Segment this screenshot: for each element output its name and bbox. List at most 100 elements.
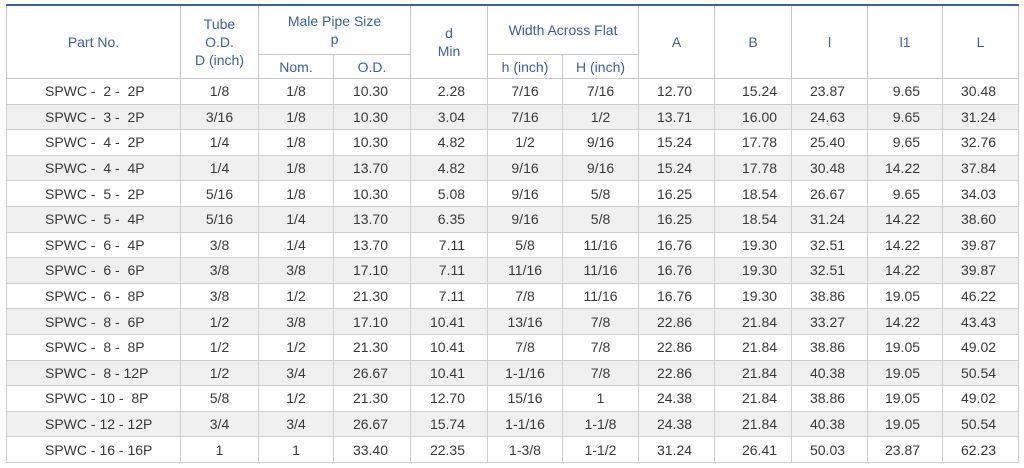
cell-H-inch: 1-1/8 (562, 410, 640, 438)
cell-l1: 9.65 (867, 180, 944, 207)
cell-tube-od: 1 (180, 436, 259, 463)
cell-H-inch: 11/16 (562, 231, 640, 259)
cell-nom: 1/2 (258, 282, 334, 310)
cell-h-inch: 7/8 (487, 333, 564, 361)
cell-nom: 3/4 (258, 410, 334, 438)
cell-od: 26.67 (332, 410, 412, 438)
cell-l1: 19.05 (867, 282, 944, 310)
cell-tube-od: 1/2 (180, 308, 259, 335)
cell-od: 17.10 (332, 257, 412, 284)
cell-a: 31.24 (638, 436, 716, 463)
cell-l: 31.24 (791, 205, 869, 233)
table-row: SPWC - 8 - 6P 1/2 3/8 17.10 10.41 13/16 7/8 22.… (6, 308, 1020, 335)
cell-H-inch: 7/8 (562, 359, 640, 387)
header-tube-od-line1: Tube (203, 16, 236, 32)
cell-H-inch: 11/16 (562, 282, 640, 310)
cell-H-inch: 1 (562, 385, 640, 412)
cell-L: 49.02 (942, 333, 1020, 361)
cell-h-inch: 11/16 (487, 257, 564, 284)
table-row: SPWC - 3 - 2P 3/16 1/8 10.30 3.04 7/16 1/2 13.7… (6, 103, 1020, 131)
cell-tube-od: 3/8 (180, 257, 259, 284)
cell-h-inch: 9/16 (487, 154, 564, 182)
cell-d-min: 3.04 (410, 103, 489, 131)
cell-nom: 1 (258, 436, 334, 463)
cell-b: 21.84 (714, 385, 793, 412)
cell-l1: 14.22 (867, 231, 944, 259)
header-b: B (714, 4, 793, 79)
cell-nom: 1/8 (258, 154, 334, 182)
cell-h-inch: 1-3/8 (487, 436, 564, 463)
cell-part-no: SPWC - 16 - 16P (6, 436, 181, 463)
header-h-inch: h (inch) (487, 54, 564, 79)
cell-tube-od: 3/4 (180, 410, 259, 438)
cell-l1: 23.87 (867, 436, 944, 463)
cell-L: 50.54 (942, 410, 1020, 438)
cell-a: 15.24 (638, 154, 716, 182)
cell-H-inch: 7/8 (562, 308, 640, 335)
cell-b: 21.84 (714, 308, 793, 335)
header-male-pipe-line2: p (330, 31, 339, 47)
cell-b: 19.30 (714, 231, 793, 259)
cell-H-inch: 9/16 (562, 154, 640, 182)
cell-h-inch: 7/8 (487, 282, 564, 310)
header-a: A (638, 4, 716, 79)
table-row: SPWC - 12 - 12P 3/4 3/4 26.67 15.74 1-1/16 1-1… (6, 410, 1020, 438)
cell-h-inch: 13/16 (487, 308, 564, 335)
cell-l: 30.48 (791, 154, 869, 182)
cell-l: 40.38 (791, 359, 869, 387)
cell-part-no: SPWC - 6 - 6P (6, 257, 181, 284)
cell-part-no: SPWC - 4 - 4P (6, 154, 181, 182)
cell-l: 23.87 (791, 78, 869, 105)
cell-d-min: 4.82 (410, 129, 489, 156)
table-row: SPWC - 6 - 6P 3/8 3/8 17.10 7.11 11/16 11/16 16… (6, 257, 1020, 284)
cell-part-no: SPWC - 8 - 12P (6, 359, 181, 387)
cell-nom: 1/8 (258, 129, 334, 156)
header-tube-od-line3: D (inch) (194, 52, 244, 68)
cell-l: 33.27 (791, 308, 869, 335)
cell-nom: 1/8 (258, 103, 334, 131)
cell-od: 33.40 (332, 436, 412, 463)
cell-d-min: 5.08 (410, 180, 489, 207)
cell-d-min: 12.70 (410, 385, 489, 412)
spec-table: Part No. Tube O.D. D (inch) Male Pipe Si… (6, 4, 1020, 463)
cell-b: 21.84 (714, 333, 793, 361)
cell-b: 19.30 (714, 282, 793, 310)
cell-l: 38.86 (791, 282, 869, 310)
cell-l1: 14.22 (867, 205, 944, 233)
cell-a: 22.86 (638, 333, 716, 361)
cell-l1: 9.65 (867, 78, 944, 105)
cell-a: 22.86 (638, 308, 716, 335)
cell-d-min: 2.28 (410, 78, 489, 105)
cell-L: 46.22 (942, 282, 1020, 310)
cell-nom: 3/8 (258, 257, 334, 284)
cell-l1: 19.05 (867, 333, 944, 361)
table-row: SPWC - 4 - 2P 1/4 1/8 10.30 4.82 1/2 9/16 15.24… (6, 129, 1020, 156)
cell-od: 10.30 (332, 129, 412, 156)
cell-a: 24.38 (638, 385, 716, 412)
cell-a: 16.76 (638, 257, 716, 284)
header-L: L (942, 4, 1020, 79)
header-nom: Nom. (258, 54, 334, 79)
cell-l: 24.63 (791, 103, 869, 131)
cell-l1: 19.05 (867, 410, 944, 438)
header-male-pipe-line1: Male Pipe Size (287, 13, 382, 29)
cell-L: 50.54 (942, 359, 1020, 387)
cell-od: 13.70 (332, 154, 412, 182)
cell-nom: 1/8 (258, 78, 334, 105)
cell-nom: 1/2 (258, 333, 334, 361)
cell-nom: 3/8 (258, 308, 334, 335)
cell-od: 26.67 (332, 359, 412, 387)
header-male-pipe-size: Male Pipe Size p (257, 4, 412, 55)
header-l1: l1 (867, 4, 944, 79)
cell-od: 21.30 (332, 282, 412, 310)
cell-l1: 14.22 (867, 308, 944, 335)
cell-l1: 19.05 (867, 359, 944, 387)
table-row: SPWC - 5 - 4P 5/16 1/4 13.70 6.35 9/16 5/8 16.2… (6, 205, 1020, 233)
cell-tube-od: 3/8 (180, 231, 259, 259)
table-row: SPWC - 16 - 16P 1 1 33.40 22.35 1-3/8 1-1/2 31.… (6, 436, 1020, 463)
cell-h-inch: 15/16 (487, 385, 564, 412)
cell-tube-od: 1/4 (180, 129, 259, 156)
cell-d-min: 7.11 (410, 282, 489, 310)
cell-part-no: SPWC - 6 - 8P (6, 282, 181, 310)
header-width-across-flat: Width Across Flat (487, 4, 640, 55)
